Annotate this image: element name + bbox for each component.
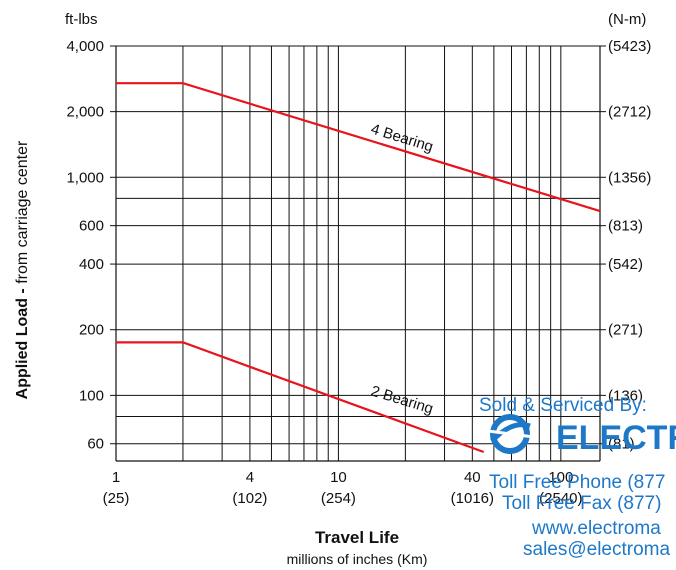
watermark-sold-by: Sold & Serviced By:: [479, 395, 647, 416]
y-unit-right: (N-m): [608, 11, 646, 28]
y-right-tick-label-3: (813): [608, 218, 643, 235]
y-tick-label-3: 600: [79, 218, 104, 235]
y-right-tick-label-6: (136): [608, 387, 643, 404]
y-right-tick-label-0: (5423): [608, 38, 651, 55]
y-tick-label-4: 400: [79, 256, 104, 273]
x-tick-label-2: 10: [330, 469, 347, 486]
y-right-tick-label-7: (81): [608, 436, 635, 453]
watermark-logo-icon: [487, 414, 535, 454]
x-tick-sublabel-1: (102): [232, 490, 267, 507]
x-tick-sublabel-4: (2540): [539, 490, 582, 507]
x-tick-sublabel-3: (1016): [451, 490, 494, 507]
y-tick-label-1: 2,000: [66, 104, 104, 121]
y-tick-label-2: 1,000: [66, 169, 104, 186]
y-axis-title-bold: Applied Load -: [14, 288, 31, 399]
x-tick-label-1: 4: [246, 469, 254, 486]
y-right-tick-label-4: (542): [608, 256, 643, 273]
x-tick-sublabel-2: (254): [321, 490, 356, 507]
watermark-web: www.electroma: [531, 518, 661, 539]
watermark-email: sales@electroma: [523, 539, 670, 560]
x-tick-label-0: 1: [112, 469, 120, 486]
x-tick-label-3: 40: [464, 469, 481, 486]
y-axis-title: Applied Load - from carriage center: [14, 140, 31, 399]
y-right-tick-label-5: (271): [608, 322, 643, 339]
tick-labels: 4,000 2,000 1,000 600 400 200 100 60 (5423) (2712…: [66, 38, 651, 507]
y-right-tick-label-2: (1356): [608, 169, 651, 186]
x-tick-label-4: 100: [548, 469, 573, 486]
y-tick-label-0: 4,000: [66, 38, 104, 55]
x-axis-subtitle: millions of inches (Km): [287, 551, 428, 567]
y-right-tick-label-1: (2712): [608, 104, 651, 121]
y-unit-left: ft-lbs: [65, 11, 98, 28]
y-tick-label-7: 60: [87, 436, 104, 453]
y-axis-title-rest: from carriage center: [14, 140, 31, 288]
series-line-1: [116, 341, 485, 454]
watermark-phone: Toll Free Phone (877: [489, 472, 665, 493]
x-axis-title: Travel Life: [315, 528, 399, 547]
series-label-2-bearing: 2 Bearing: [369, 383, 435, 418]
series-line-0: [116, 82, 601, 213]
watermark-brand: ELECTR: [556, 419, 676, 457]
watermark-fax: Toll Free Fax (877): [502, 493, 661, 514]
y-tick-label-6: 100: [79, 387, 104, 404]
x-tick-sublabel-0: (25): [103, 490, 130, 507]
series-lines: [115, 82, 601, 454]
y-tick-label-5: 200: [79, 322, 104, 339]
watermark: Sold & Serviced By: ELECTR Toll Free Pho…: [479, 395, 676, 560]
plot-frame: [115, 46, 601, 462]
